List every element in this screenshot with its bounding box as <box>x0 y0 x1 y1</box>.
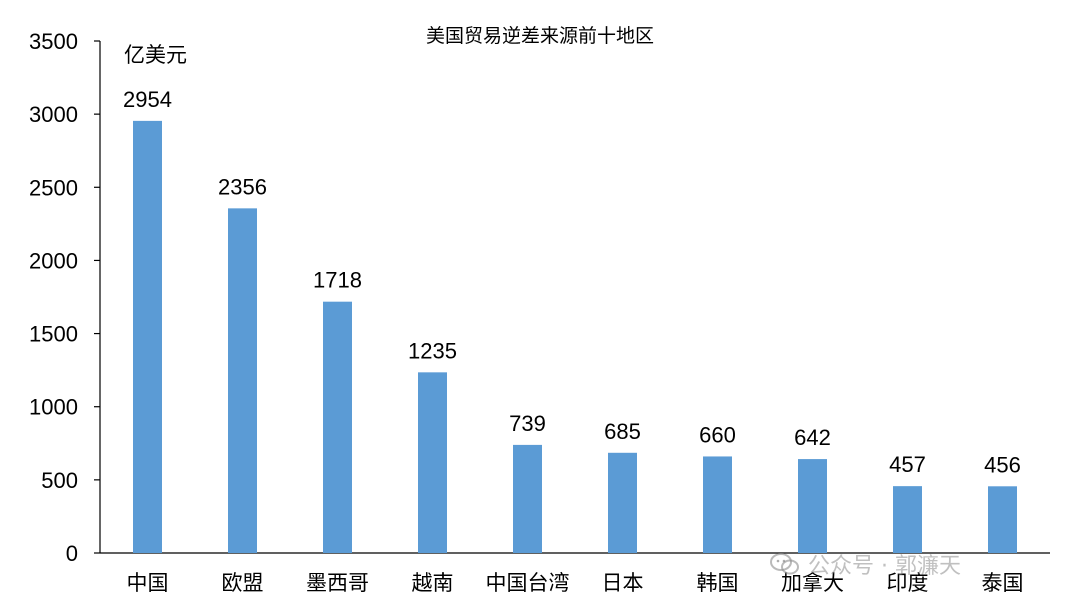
x-tick-label: 泰国 <box>982 571 1024 595</box>
x-tick-label: 印度 <box>887 571 929 595</box>
data-label: 1718 <box>313 268 362 293</box>
y-axis: 0 500 1000 1500 2000 2500 3000 3500 <box>29 29 101 566</box>
bar <box>323 301 352 553</box>
bar <box>513 444 542 553</box>
data-label: 456 <box>984 452 1021 477</box>
data-label: 2356 <box>218 174 267 199</box>
y-unit-label: 亿美元 <box>124 43 187 67</box>
y-tick-label: 500 <box>41 468 78 493</box>
data-label: 1235 <box>408 338 457 363</box>
bar <box>988 486 1017 553</box>
data-labels: 2954 2356 1718 1235 739 685 660 642 457 456 <box>123 87 1021 477</box>
x-tick-label: 中国台湾 <box>486 571 570 595</box>
x-tick-label: 越南 <box>412 571 454 595</box>
data-label: 457 <box>889 452 926 477</box>
bar <box>893 486 922 553</box>
y-tick-label: 2500 <box>29 175 78 200</box>
bar <box>418 372 447 553</box>
bars <box>133 120 1017 553</box>
x-tick-label: 加拿大 <box>781 571 844 595</box>
data-label: 685 <box>604 419 641 444</box>
y-tick-label: 2000 <box>29 248 78 273</box>
y-tick-label: 3500 <box>29 29 78 54</box>
category-labels: 中国 欧盟 墨西哥 越南 中国台湾 日本 韩国 加拿大 印度 泰国 <box>127 571 1024 595</box>
y-tick-label: 1000 <box>29 395 78 420</box>
bar <box>703 456 732 553</box>
bar <box>798 459 827 553</box>
x-tick-label: 中国 <box>127 571 169 595</box>
x-tick-label: 墨西哥 <box>306 571 369 595</box>
data-label: 660 <box>699 422 736 447</box>
bar <box>608 452 637 553</box>
data-label: 642 <box>794 425 831 450</box>
x-tick-label: 欧盟 <box>222 571 264 595</box>
y-tick-label: 0 <box>66 541 78 566</box>
y-tick-label: 1500 <box>29 322 78 347</box>
bar <box>228 208 257 553</box>
x-tick-label: 韩国 <box>697 571 739 595</box>
bar <box>133 120 162 553</box>
data-label: 739 <box>509 411 546 436</box>
chart-title: 美国贸易逆差来源前十地区 <box>426 25 654 47</box>
y-tick-label: 3000 <box>29 102 78 127</box>
x-tick-label: 日本 <box>602 571 644 595</box>
data-label: 2954 <box>123 87 172 112</box>
